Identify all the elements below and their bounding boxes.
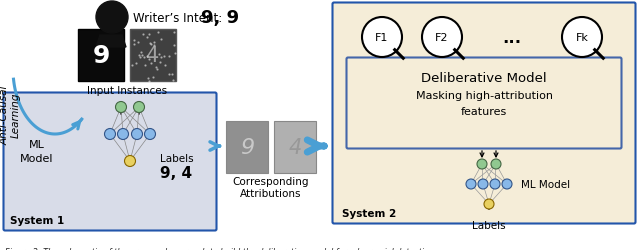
Text: ML Model: ML Model	[521, 179, 570, 189]
Circle shape	[134, 102, 145, 113]
Circle shape	[477, 159, 487, 169]
Text: Labels: Labels	[472, 220, 506, 230]
Bar	[274, 122, 316, 173]
Circle shape	[118, 129, 129, 140]
Circle shape	[115, 102, 127, 113]
FancyBboxPatch shape	[3, 93, 216, 230]
FancyBboxPatch shape	[346, 58, 621, 149]
Text: Figure 2: The schematic of the proposed approach to build the deliberative model: Figure 2: The schematic of the proposed …	[5, 247, 436, 250]
Text: 4: 4	[289, 138, 301, 157]
Circle shape	[562, 18, 602, 58]
Text: Writer’s Intent:: Writer’s Intent:	[133, 12, 226, 24]
Bar	[78, 30, 124, 82]
Circle shape	[502, 179, 512, 189]
Text: Labels: Labels	[160, 154, 194, 163]
Text: 9, 9: 9, 9	[201, 9, 239, 27]
Circle shape	[125, 156, 136, 167]
Circle shape	[478, 179, 488, 189]
Bar	[226, 122, 268, 173]
Text: 9, 4: 9, 4	[160, 166, 192, 181]
Text: Deliberative Model: Deliberative Model	[421, 71, 547, 84]
Circle shape	[484, 199, 494, 209]
Text: Masking high-attribution: Masking high-attribution	[415, 91, 552, 101]
Bar	[130, 30, 176, 82]
Text: Anti-Causal
Learning: Anti-Causal Learning	[0, 85, 21, 144]
Text: Input Instances: Input Instances	[87, 86, 167, 96]
Text: Corresponding
Attributions: Corresponding Attributions	[233, 176, 309, 198]
Text: 9: 9	[240, 138, 254, 157]
Circle shape	[104, 129, 115, 140]
Text: 4: 4	[147, 46, 159, 66]
Polygon shape	[96, 36, 126, 48]
Circle shape	[131, 129, 143, 140]
Circle shape	[422, 18, 462, 58]
Text: features: features	[461, 106, 507, 117]
Text: System 1: System 1	[10, 215, 64, 225]
Text: F1: F1	[375, 33, 388, 43]
Circle shape	[466, 179, 476, 189]
Text: ML
Model: ML Model	[20, 140, 54, 164]
Text: F2: F2	[435, 33, 449, 43]
Circle shape	[491, 159, 501, 169]
Text: ...: ...	[502, 29, 522, 47]
Text: Fk: Fk	[575, 33, 588, 43]
Circle shape	[362, 18, 402, 58]
FancyBboxPatch shape	[333, 4, 636, 224]
Text: System 2: System 2	[342, 208, 396, 218]
Circle shape	[96, 2, 128, 34]
Text: 9: 9	[92, 44, 109, 68]
Circle shape	[145, 129, 156, 140]
Circle shape	[490, 179, 500, 189]
